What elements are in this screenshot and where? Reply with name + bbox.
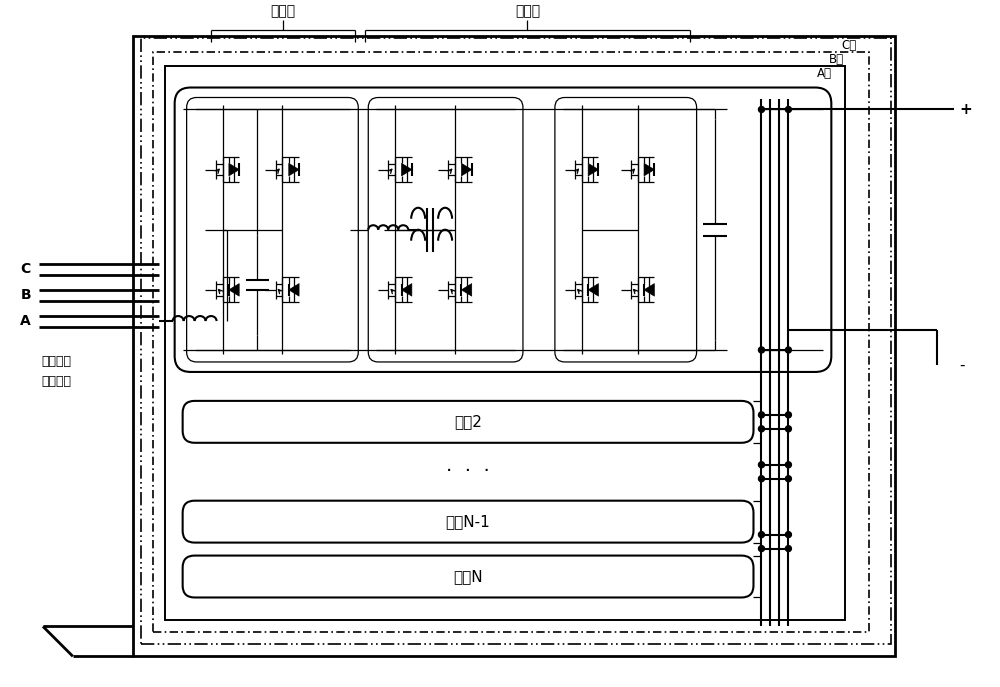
- Circle shape: [785, 347, 791, 353]
- Polygon shape: [402, 164, 412, 176]
- FancyBboxPatch shape: [555, 98, 697, 362]
- Circle shape: [785, 532, 791, 538]
- Text: B: B: [20, 288, 31, 302]
- Circle shape: [785, 426, 791, 432]
- FancyBboxPatch shape: [175, 87, 831, 372]
- Polygon shape: [402, 284, 412, 296]
- Circle shape: [758, 106, 764, 113]
- Bar: [153, 52, 869, 633]
- Polygon shape: [644, 284, 654, 296]
- Text: 隔离级: 隔离级: [515, 5, 540, 19]
- Text: 模组N-1: 模组N-1: [446, 514, 490, 529]
- Bar: [141, 38, 891, 644]
- Circle shape: [785, 462, 791, 468]
- Circle shape: [758, 462, 764, 468]
- Text: C相: C相: [841, 39, 857, 52]
- Circle shape: [785, 106, 791, 113]
- Text: C: C: [21, 262, 31, 276]
- Text: B相: B相: [829, 53, 844, 66]
- Circle shape: [758, 412, 764, 418]
- Polygon shape: [461, 284, 472, 296]
- FancyBboxPatch shape: [187, 98, 358, 362]
- FancyBboxPatch shape: [183, 401, 753, 443]
- Circle shape: [785, 545, 791, 552]
- Text: 模组N: 模组N: [453, 569, 483, 584]
- Text: 模组2: 模组2: [454, 414, 482, 429]
- Polygon shape: [229, 164, 239, 176]
- Text: 交流端口: 交流端口: [41, 375, 71, 388]
- FancyBboxPatch shape: [183, 501, 753, 543]
- Bar: [133, 36, 895, 656]
- Circle shape: [758, 545, 764, 552]
- Text: ·  ·  ·: · · ·: [446, 462, 490, 481]
- Polygon shape: [289, 164, 299, 176]
- Text: A相: A相: [817, 67, 832, 80]
- Text: 中、高压: 中、高压: [41, 355, 71, 368]
- Circle shape: [758, 532, 764, 538]
- FancyBboxPatch shape: [183, 556, 753, 598]
- Text: 输入级: 输入级: [270, 5, 296, 19]
- Circle shape: [758, 426, 764, 432]
- Polygon shape: [588, 164, 598, 176]
- Polygon shape: [644, 164, 654, 176]
- Text: -: -: [959, 357, 965, 372]
- Bar: [165, 65, 845, 620]
- FancyBboxPatch shape: [368, 98, 523, 362]
- Circle shape: [758, 347, 764, 353]
- Circle shape: [785, 475, 791, 482]
- Text: +: +: [959, 102, 972, 117]
- Polygon shape: [289, 284, 299, 296]
- Polygon shape: [229, 284, 239, 296]
- Polygon shape: [588, 284, 598, 296]
- Polygon shape: [461, 164, 472, 176]
- Circle shape: [785, 412, 791, 418]
- Circle shape: [758, 475, 764, 482]
- Text: A: A: [20, 314, 31, 328]
